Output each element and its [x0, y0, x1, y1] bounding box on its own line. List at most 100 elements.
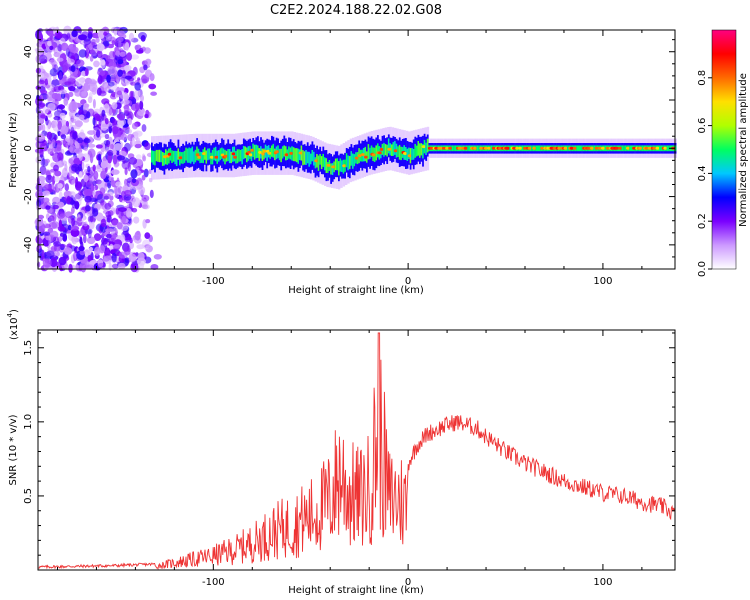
heatmap-noise-cell [71, 235, 78, 245]
heatmap-ridge-inner [660, 145, 663, 152]
heatmap-noise-cell [87, 165, 91, 173]
spectrogram-ticks: -100 0 100 -40 -20 0 20 40 [23, 30, 675, 287]
heatmap-ridge-inner [659, 145, 661, 152]
heatmap-noise-cell [37, 214, 45, 220]
heatmap-noise-cell [100, 199, 105, 206]
heatmap-noise-cell [62, 233, 68, 242]
heatmap-ridge-inner [467, 145, 470, 152]
heatmap-ridge-peak [258, 150, 263, 154]
heatmap-noise-cell [104, 172, 113, 177]
x-tick-label: 0 [405, 276, 411, 287]
heatmap-ridge-peak [491, 146, 496, 150]
heatmap-ridge-peak [463, 146, 468, 150]
heatmap-ridge-peak [590, 146, 594, 150]
heatmap-noise-cell [60, 42, 69, 51]
heatmap-noise-cell [107, 214, 112, 223]
heatmap-noise-cell [60, 134, 67, 140]
heatmap-ridge-peak [163, 155, 167, 159]
heatmap-noise-cell [52, 204, 59, 210]
heatmap-noise-cell [72, 193, 82, 202]
heatmap-noise-cell [130, 54, 140, 60]
heatmap-ridge-inner [426, 138, 429, 153]
heatmap-noise-cell [107, 36, 116, 41]
heatmap-noise-cell [67, 224, 72, 231]
heatmap-noise-cell [68, 91, 74, 98]
heatmap-ridge-inner [271, 145, 273, 157]
heatmap-noise-cell [138, 32, 147, 40]
heatmap-noise-cell [53, 116, 61, 121]
heatmap-ridge-inner [183, 150, 186, 163]
heatmap-noise-cell [145, 219, 151, 224]
snr-axis-multiplier: (x104) [6, 309, 20, 340]
heatmap-ridge-inner [387, 138, 390, 154]
heatmap-ridge-inner [171, 150, 173, 163]
heatmap-noise-cell [45, 118, 49, 126]
heatmap-noise-cell [115, 50, 120, 56]
heatmap-ridge-inner [305, 150, 308, 165]
heatmap-noise-cell [91, 86, 97, 95]
heatmap-ridge-inner [177, 148, 180, 160]
heatmap-ridge-peak [618, 146, 623, 150]
spectrogram-panel: -100 0 100 -40 -20 0 20 40 Height of straight l… [8, 25, 677, 296]
heatmap-noise-cell [117, 113, 126, 121]
heatmap-noise-cell [69, 119, 73, 125]
heatmap-ridge-inner [200, 152, 203, 163]
heatmap-ridge-peak [195, 153, 200, 157]
heatmap-noise-cell [35, 96, 43, 106]
heatmap-ridge-inner [394, 141, 396, 155]
heatmap-noise-cell [114, 193, 120, 199]
heatmap-noise-cell [100, 160, 108, 169]
heatmap-noise-cell [44, 78, 49, 86]
heatmap-noise-cell [60, 125, 69, 134]
colorbar-tick-label: 0.4 [697, 165, 708, 181]
heatmap-ridge-inner [631, 145, 633, 152]
heatmap-noise-cell [38, 54, 48, 64]
heatmap-ridge-peak [407, 154, 412, 158]
heatmap-noise-cell [57, 104, 65, 110]
y-tick-label: 0.5 [23, 488, 34, 504]
heatmap-noise-cell [114, 40, 124, 48]
heatmap-noise-cell [64, 81, 72, 86]
heatmap-noise-cell [70, 65, 76, 73]
heatmap-ridge-inner [299, 149, 301, 161]
heatmap-ridge-inner [535, 145, 538, 152]
colorbar-gradient [711, 29, 737, 270]
heatmap-noise-cell [64, 247, 73, 255]
heatmap-noise-cell [35, 46, 44, 56]
x-tick-label: -100 [202, 276, 225, 287]
heatmap-noise-cell [46, 142, 50, 149]
heatmap-noise-cell [75, 114, 80, 122]
heatmap-ridge-inner [341, 160, 343, 172]
heatmap-ridge-inner [398, 144, 401, 160]
heatmap-ridge-inner [155, 149, 158, 162]
heatmap-ridge-inner [629, 145, 632, 152]
heatmap-ridge-peak [248, 153, 253, 157]
heatmap-ridge-peak [540, 146, 545, 150]
heatmap-noise-cell [42, 197, 50, 203]
heatmap-ridge-peak [597, 146, 602, 150]
heatmap-noise-cell [97, 153, 102, 161]
heatmap-noise-cell [120, 234, 126, 243]
heatmap-ridge-inner [468, 145, 471, 152]
heatmap-noise-cell [83, 38, 92, 45]
heatmap-noise-cell [118, 262, 126, 270]
chart-title: C2E2.2024.188.22.02.G08 [270, 3, 442, 18]
heatmap-ridge-peak [457, 146, 462, 150]
heatmap-ridge-peak [638, 146, 643, 150]
heatmap-ridge-inner [336, 158, 339, 171]
heatmap-noise-cell [142, 155, 147, 162]
heatmap-ridge-inner [161, 152, 164, 166]
heatmap-noise-cell [116, 222, 123, 230]
heatmap-ridge-inner [420, 143, 423, 156]
heatmap-ridge-inner [386, 144, 389, 157]
heatmap-noise-cell [66, 58, 76, 65]
heatmap-noise-cell [49, 45, 54, 51]
heatmap-ridge-peak [233, 155, 238, 159]
heatmap-ridge-inner [419, 143, 421, 158]
heatmap-ridge-peak [448, 146, 453, 150]
heatmap-ridge-inner [367, 144, 370, 160]
heatmap-ridge-inner [425, 142, 428, 155]
heatmap-noise-cell [138, 47, 144, 53]
heatmap-noise-cell [60, 139, 66, 145]
heatmap-ridge-inner [453, 145, 456, 152]
